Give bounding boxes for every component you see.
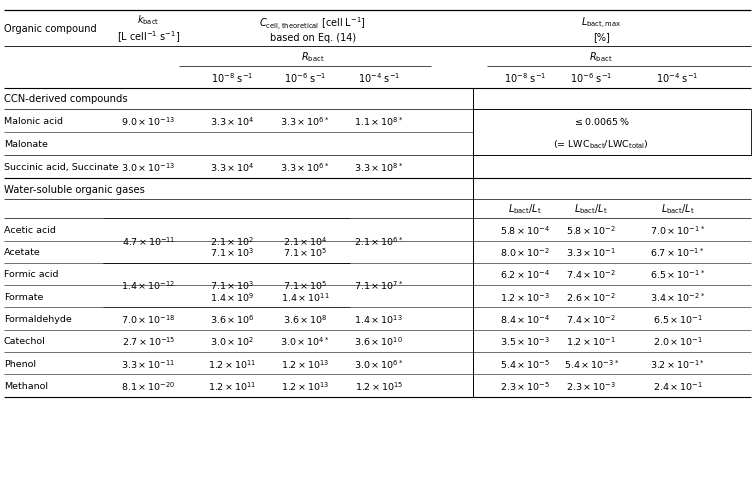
Text: CCN-derived compounds: CCN-derived compounds: [4, 94, 127, 104]
Text: $5.4 \times 10^{-3*}$: $5.4 \times 10^{-3*}$: [563, 357, 619, 370]
Text: $3.3 \times 10^{6*}$: $3.3 \times 10^{6*}$: [280, 115, 330, 127]
Text: $\leq 0.0065\,\%$: $\leq 0.0065\,\%$: [573, 116, 630, 126]
Text: $1.2 \times 10^{15}$: $1.2 \times 10^{15}$: [355, 379, 403, 392]
Text: Catechol: Catechol: [4, 337, 45, 346]
Text: $1.4 \times 10^{13}$: $1.4 \times 10^{13}$: [355, 313, 403, 325]
Text: Malonate: Malonate: [4, 140, 47, 149]
Text: $5.4 \times 10^{-5}$: $5.4 \times 10^{-5}$: [500, 357, 550, 370]
Text: $3.4 \times 10^{-2*}$: $3.4 \times 10^{-2*}$: [650, 290, 706, 303]
Text: $2.1 \times 10^{6*}$: $2.1 \times 10^{6*}$: [354, 235, 404, 247]
Text: $1.4 \times 10^{-12}$: $1.4 \times 10^{-12}$: [121, 279, 175, 292]
Text: $10^{-8}$ s$^{-1}$: $10^{-8}$ s$^{-1}$: [211, 71, 253, 85]
Text: Formaldehyde: Formaldehyde: [4, 315, 72, 323]
Text: $3.5 \times 10^{-3}$: $3.5 \times 10^{-3}$: [500, 335, 550, 348]
Text: $R_{\mathrm{bact}}$: $R_{\mathrm{bact}}$: [590, 50, 613, 64]
Text: $2.3 \times 10^{-5}$: $2.3 \times 10^{-5}$: [500, 379, 550, 392]
Text: $2.6 \times 10^{-2}$: $2.6 \times 10^{-2}$: [566, 290, 616, 303]
Text: $10^{-8}$ s$^{-1}$: $10^{-8}$ s$^{-1}$: [504, 71, 546, 85]
Text: $3.3 \times 10^{4}$: $3.3 \times 10^{4}$: [209, 115, 255, 127]
Text: $1.2 \times 10^{11}$: $1.2 \times 10^{11}$: [208, 357, 256, 370]
Text: $1.2 \times 10^{-3}$: $1.2 \times 10^{-3}$: [500, 290, 550, 303]
Bar: [473, 109, 751, 156]
Text: $6.2 \times 10^{-4}$: $6.2 \times 10^{-4}$: [500, 268, 550, 281]
Text: $L_{\mathrm{bact,max}}$
[%]: $L_{\mathrm{bact,max}}$ [%]: [581, 15, 621, 42]
Text: $k_{\mathrm{bact}}$
[L cell$^{-1}$ s$^{-1}$]: $k_{\mathrm{bact}}$ [L cell$^{-1}$ s$^{-…: [117, 13, 180, 45]
Text: $3.6 \times 10^{10}$: $3.6 \times 10^{10}$: [355, 335, 403, 348]
Text: $2.4 \times 10^{-1}$: $2.4 \times 10^{-1}$: [653, 379, 703, 392]
Text: $8.0 \times 10^{-2}$: $8.0 \times 10^{-2}$: [500, 246, 550, 258]
Text: $1.4 \times 10^{9}$: $1.4 \times 10^{9}$: [209, 290, 255, 303]
Text: $C_{\mathrm{cell,theoretical}}$ [cell L$^{-1}$]
based on Eq. (14): $C_{\mathrm{cell,theoretical}}$ [cell L$…: [260, 15, 366, 43]
Text: $7.1 \times 10^{7*}$: $7.1 \times 10^{7*}$: [354, 279, 404, 292]
Text: $3.6 \times 10^{8}$: $3.6 \times 10^{8}$: [282, 313, 328, 325]
Text: Organic compound: Organic compound: [4, 24, 96, 34]
Text: $1.2 \times 10^{13}$: $1.2 \times 10^{13}$: [281, 357, 329, 370]
Text: Phenol: Phenol: [4, 359, 35, 368]
Text: $7.1 \times 10^{3}$: $7.1 \times 10^{3}$: [209, 246, 255, 258]
Text: $7.1 \times 10^{5}$: $7.1 \times 10^{5}$: [282, 279, 328, 292]
Text: (= LWC$_{\mathrm{bact}}$/LWC$_{\mathrm{total}}$): (= LWC$_{\mathrm{bact}}$/LWC$_{\mathrm{t…: [553, 138, 649, 151]
Text: $8.1 \times 10^{-20}$: $8.1 \times 10^{-20}$: [121, 379, 175, 392]
Text: $3.3 \times 10^{-1}$: $3.3 \times 10^{-1}$: [566, 246, 616, 258]
Text: $3.0 \times 10^{-13}$: $3.0 \times 10^{-13}$: [121, 161, 175, 174]
Text: $10^{-4}$ s$^{-1}$: $10^{-4}$ s$^{-1}$: [657, 71, 699, 85]
Text: $3.3 \times 10^{4}$: $3.3 \times 10^{4}$: [209, 161, 255, 174]
Text: $6.5 \times 10^{-1*}$: $6.5 \times 10^{-1*}$: [650, 268, 706, 281]
Text: $7.1 \times 10^{5}$: $7.1 \times 10^{5}$: [282, 246, 328, 258]
Text: $1.1 \times 10^{8*}$: $1.1 \times 10^{8*}$: [354, 115, 404, 127]
Text: $3.3 \times 10^{6*}$: $3.3 \times 10^{6*}$: [280, 161, 330, 174]
Text: $5.8 \times 10^{-2}$: $5.8 \times 10^{-2}$: [566, 224, 616, 236]
Text: Water-soluble organic gases: Water-soluble organic gases: [4, 184, 145, 194]
Text: $3.0 \times 10^{6*}$: $3.0 \times 10^{6*}$: [354, 357, 404, 370]
Text: $7.0 \times 10^{-1*}$: $7.0 \times 10^{-1*}$: [650, 224, 706, 236]
Text: $R_{\mathrm{bact}}$: $R_{\mathrm{bact}}$: [301, 50, 325, 64]
Text: $9.0 \times 10^{-13}$: $9.0 \times 10^{-13}$: [121, 115, 175, 127]
Text: $2.7 \times 10^{-15}$: $2.7 \times 10^{-15}$: [121, 335, 175, 348]
Text: $8.4 \times 10^{-4}$: $8.4 \times 10^{-4}$: [500, 313, 550, 325]
Text: $3.0 \times 10^{2}$: $3.0 \times 10^{2}$: [209, 335, 255, 348]
Text: $7.1 \times 10^{3}$: $7.1 \times 10^{3}$: [209, 279, 255, 292]
Text: $6.7 \times 10^{-1*}$: $6.7 \times 10^{-1*}$: [651, 246, 705, 258]
Text: $6.5 \times 10^{-1}$: $6.5 \times 10^{-1}$: [653, 313, 703, 325]
Text: $3.2 \times 10^{-1*}$: $3.2 \times 10^{-1*}$: [651, 357, 705, 370]
Text: $L_{\mathrm{bact}}/L_{\mathrm{t}}$: $L_{\mathrm{bact}}/L_{\mathrm{t}}$: [574, 202, 608, 216]
Text: $10^{-4}$ s$^{-1}$: $10^{-4}$ s$^{-1}$: [358, 71, 400, 85]
Text: $L_{\mathrm{bact}}/L_{\mathrm{t}}$: $L_{\mathrm{bact}}/L_{\mathrm{t}}$: [660, 202, 695, 216]
Text: Formic acid: Formic acid: [4, 270, 58, 279]
Text: $1.2 \times 10^{13}$: $1.2 \times 10^{13}$: [281, 379, 329, 392]
Text: $3.3 \times 10^{-11}$: $3.3 \times 10^{-11}$: [121, 357, 175, 370]
Text: Methanol: Methanol: [4, 381, 47, 390]
Text: $10^{-6}$ s$^{-1}$: $10^{-6}$ s$^{-1}$: [570, 71, 612, 85]
Text: Malonic acid: Malonic acid: [4, 117, 62, 125]
Text: $1.4 \times 10^{11}$: $1.4 \times 10^{11}$: [281, 290, 329, 303]
Text: Acetic acid: Acetic acid: [4, 226, 56, 234]
Text: Formate: Formate: [4, 292, 43, 301]
Text: $1.2 \times 10^{11}$: $1.2 \times 10^{11}$: [208, 379, 256, 392]
Text: $2.1 \times 10^{2}$: $2.1 \times 10^{2}$: [209, 235, 255, 247]
Text: $7.0 \times 10^{-18}$: $7.0 \times 10^{-18}$: [121, 313, 175, 325]
Text: $3.0 \times 10^{4*}$: $3.0 \times 10^{4*}$: [280, 335, 330, 348]
Text: $2.0 \times 10^{-1}$: $2.0 \times 10^{-1}$: [653, 335, 703, 348]
Text: $10^{-6}$ s$^{-1}$: $10^{-6}$ s$^{-1}$: [284, 71, 326, 85]
Text: $7.4 \times 10^{-2}$: $7.4 \times 10^{-2}$: [566, 313, 616, 325]
Text: $3.6 \times 10^{6}$: $3.6 \times 10^{6}$: [209, 313, 255, 325]
Text: Acetate: Acetate: [4, 248, 41, 257]
Text: $2.3 \times 10^{-3}$: $2.3 \times 10^{-3}$: [566, 379, 616, 392]
Text: Succinic acid, Succinate: Succinic acid, Succinate: [4, 163, 118, 172]
Text: $1.2 \times 10^{-1}$: $1.2 \times 10^{-1}$: [566, 335, 616, 348]
Text: $7.4 \times 10^{-2}$: $7.4 \times 10^{-2}$: [566, 268, 616, 281]
Text: $L_{\mathrm{bact}}/L_{\mathrm{t}}$: $L_{\mathrm{bact}}/L_{\mathrm{t}}$: [508, 202, 542, 216]
Text: $2.1 \times 10^{4}$: $2.1 \times 10^{4}$: [282, 235, 328, 247]
Text: $4.7 \times 10^{-11}$: $4.7 \times 10^{-11}$: [121, 235, 175, 247]
Text: $5.8 \times 10^{-4}$: $5.8 \times 10^{-4}$: [500, 224, 550, 236]
Text: $3.3 \times 10^{8*}$: $3.3 \times 10^{8*}$: [354, 161, 404, 174]
